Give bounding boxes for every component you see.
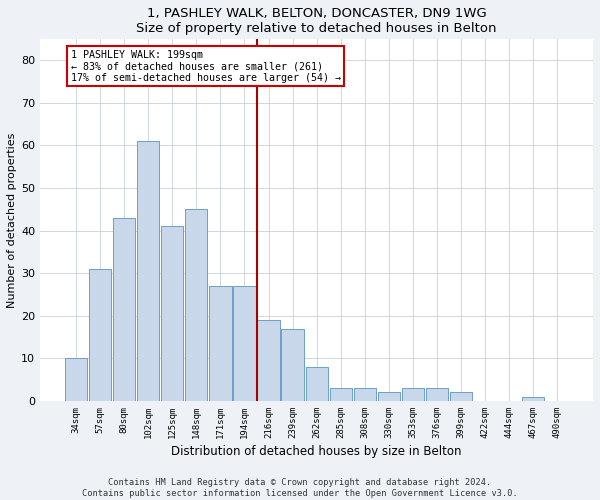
Bar [161,226,184,401]
Bar [449,392,472,401]
Bar [185,210,208,401]
Bar [522,396,544,401]
Bar [353,388,376,401]
Text: Contains HM Land Registry data © Crown copyright and database right 2024.
Contai: Contains HM Land Registry data © Crown c… [82,478,518,498]
Bar [257,320,280,401]
Bar [377,392,400,401]
Title: 1, PASHLEY WALK, BELTON, DONCASTER, DN9 1WG
Size of property relative to detache: 1, PASHLEY WALK, BELTON, DONCASTER, DN9 … [136,7,497,35]
Bar [89,269,112,401]
Bar [137,141,160,401]
Bar [425,388,448,401]
Text: 1 PASHLEY WALK: 199sqm
← 83% of detached houses are smaller (261)
17% of semi-de: 1 PASHLEY WALK: 199sqm ← 83% of detached… [71,50,341,83]
Bar [401,388,424,401]
X-axis label: Distribution of detached houses by size in Belton: Distribution of detached houses by size … [172,445,462,458]
Y-axis label: Number of detached properties: Number of detached properties [7,132,17,308]
Bar [329,388,352,401]
Bar [233,286,256,401]
Bar [113,218,136,401]
Bar [281,328,304,401]
Bar [65,358,88,401]
Bar [209,286,232,401]
Bar [305,367,328,401]
